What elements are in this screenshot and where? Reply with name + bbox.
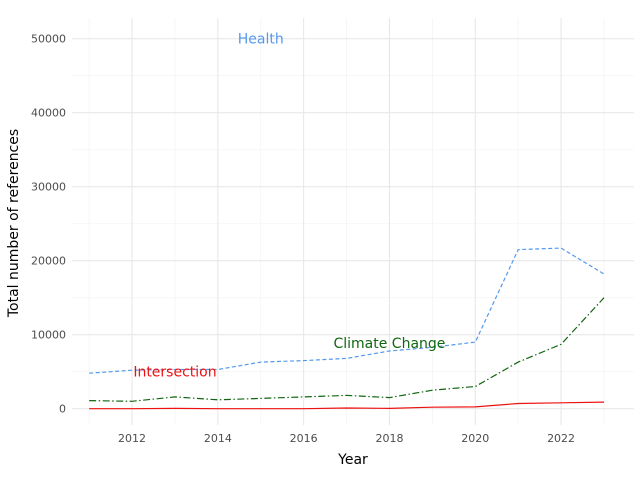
x-tick-label: 2022 [547, 432, 575, 445]
x-tick-label: 2014 [204, 432, 232, 445]
y-tick-label: 50000 [31, 33, 66, 46]
y-tick-label: 0 [59, 403, 66, 416]
x-tick-label: 2016 [290, 432, 318, 445]
x-tick-label: 2012 [118, 432, 146, 445]
series-line-intersection [89, 401, 605, 410]
x-axis-title: Year [337, 452, 368, 468]
y-axis-title: Total number of references [6, 129, 22, 318]
series-line-health [89, 247, 605, 374]
series-label-climate-change: Climate Change [333, 336, 445, 352]
series-line-climate-change [89, 297, 605, 402]
y-tick-label: 30000 [31, 181, 66, 194]
y-axis-ticks: 0 10000 20000 30000 40000 50000 [31, 33, 66, 416]
series-lines [89, 247, 605, 410]
x-axis-ticks: 2012 2014 2016 2018 2020 2022 [118, 432, 575, 445]
y-tick-label: 10000 [31, 329, 66, 342]
y-tick-label: 40000 [31, 107, 66, 120]
x-tick-label: 2018 [375, 432, 403, 445]
series-labels: Health Climate Change Intersection [133, 32, 445, 381]
y-tick-label: 20000 [31, 255, 66, 268]
x-tick-label: 2020 [461, 432, 489, 445]
series-label-health: Health [238, 32, 284, 48]
series-label-intersection: Intersection [133, 365, 216, 381]
minor-grid [72, 18, 634, 425]
